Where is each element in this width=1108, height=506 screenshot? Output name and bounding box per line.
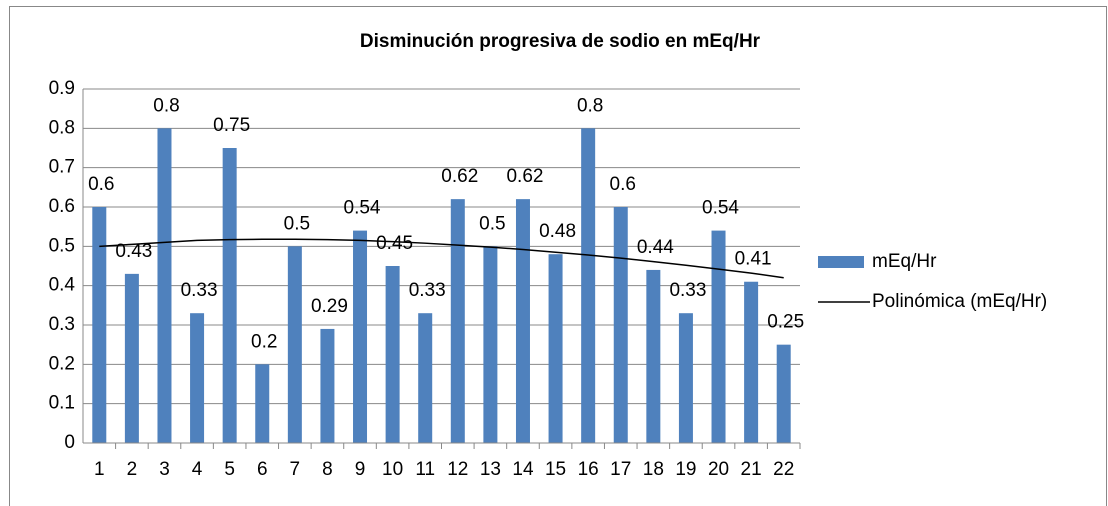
chart-title: Disminución progresiva de sodio en mEq/H… [360, 31, 761, 52]
data-label: 0.2 [251, 331, 277, 352]
x-tick-label: 13 [480, 459, 501, 480]
x-tick-label: 1 [94, 459, 105, 480]
y-tick-label: 0.5 [49, 235, 75, 256]
x-tick-label: 22 [773, 459, 794, 480]
data-label: 0.6 [88, 174, 114, 195]
x-tick-label: 14 [512, 459, 534, 480]
x-tick-label: 20 [708, 459, 729, 480]
x-tick-label: 12 [447, 459, 468, 480]
data-label: 0.5 [479, 213, 505, 234]
data-label: 0.33 [409, 280, 446, 301]
bar [613, 207, 628, 443]
x-tick-label: 8 [322, 459, 333, 480]
bar [418, 313, 433, 443]
bar [515, 199, 530, 443]
data-label: 0.44 [637, 237, 674, 258]
bar [678, 313, 693, 443]
bar [483, 246, 498, 443]
x-tick-label: 18 [643, 459, 664, 480]
bar [157, 128, 172, 444]
bar [385, 266, 400, 443]
data-label: 0.8 [577, 95, 603, 116]
y-tick-label: 0.8 [49, 117, 75, 138]
y-tick-label: 0.3 [49, 314, 75, 335]
y-tick-label: 0.2 [49, 353, 75, 374]
bar [744, 281, 759, 443]
bar [190, 313, 205, 443]
bar [450, 199, 465, 443]
data-label: 0.6 [610, 174, 636, 195]
y-tick-label: 0 [64, 432, 75, 453]
data-label: 0.54 [702, 198, 739, 219]
trend-line [99, 238, 784, 279]
data-label: 0.62 [506, 166, 543, 187]
x-tick-label: 21 [741, 459, 762, 480]
y-tick-label: 0.6 [49, 196, 75, 217]
bar [711, 230, 726, 443]
bar [92, 207, 107, 443]
bar [287, 246, 302, 443]
bar [124, 273, 139, 443]
legend-swatch [818, 256, 864, 268]
bar [320, 328, 335, 443]
data-label: 0.8 [153, 95, 179, 116]
bar [776, 344, 791, 443]
y-tick-label: 0.7 [49, 157, 75, 178]
data-label: 0.25 [767, 312, 804, 333]
legend-label: mEq/Hr [872, 251, 937, 272]
x-tick-label: 9 [355, 459, 366, 480]
y-tick-label: 0.1 [49, 393, 75, 414]
x-tick-label: 17 [610, 459, 631, 480]
x-tick-label: 16 [578, 459, 599, 480]
x-tick-label: 3 [159, 459, 170, 480]
x-tick-label: 6 [257, 459, 268, 480]
data-label: 0.33 [181, 280, 218, 301]
data-label: 0.54 [344, 198, 381, 219]
data-label: 0.43 [115, 241, 152, 262]
data-label: 0.41 [735, 249, 772, 270]
bar [646, 269, 661, 443]
x-tick-label: 11 [415, 459, 435, 480]
x-tick-label: 15 [545, 459, 566, 480]
data-label: 0.75 [213, 115, 250, 136]
bar [548, 254, 563, 443]
x-tick-label: 2 [127, 459, 138, 480]
data-label: 0.62 [441, 166, 478, 187]
bar [255, 364, 270, 443]
bar [222, 148, 237, 443]
x-tick-label: 4 [192, 459, 203, 480]
x-tick-label: 5 [224, 459, 235, 480]
data-label: 0.29 [311, 296, 348, 317]
data-label: 0.48 [539, 221, 576, 242]
x-tick-label: 7 [290, 459, 301, 480]
y-tick-label: 0.9 [49, 78, 75, 99]
y-tick-label: 0.4 [49, 275, 76, 296]
bar [353, 230, 368, 443]
bar [581, 128, 596, 444]
data-label: 0.45 [376, 233, 413, 254]
data-label: 0.5 [284, 213, 310, 234]
x-tick-label: 10 [382, 459, 403, 480]
legend-label: Polinómica (mEq/Hr) [872, 291, 1047, 312]
x-tick-label: 19 [675, 459, 696, 480]
data-label: 0.33 [669, 280, 706, 301]
